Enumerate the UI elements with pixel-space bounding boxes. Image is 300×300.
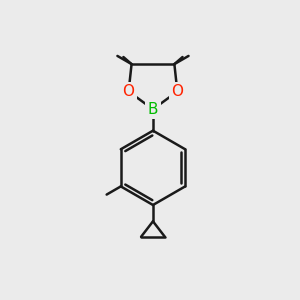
Text: O: O [171,84,183,99]
Text: B: B [148,102,158,117]
Text: O: O [123,84,135,99]
